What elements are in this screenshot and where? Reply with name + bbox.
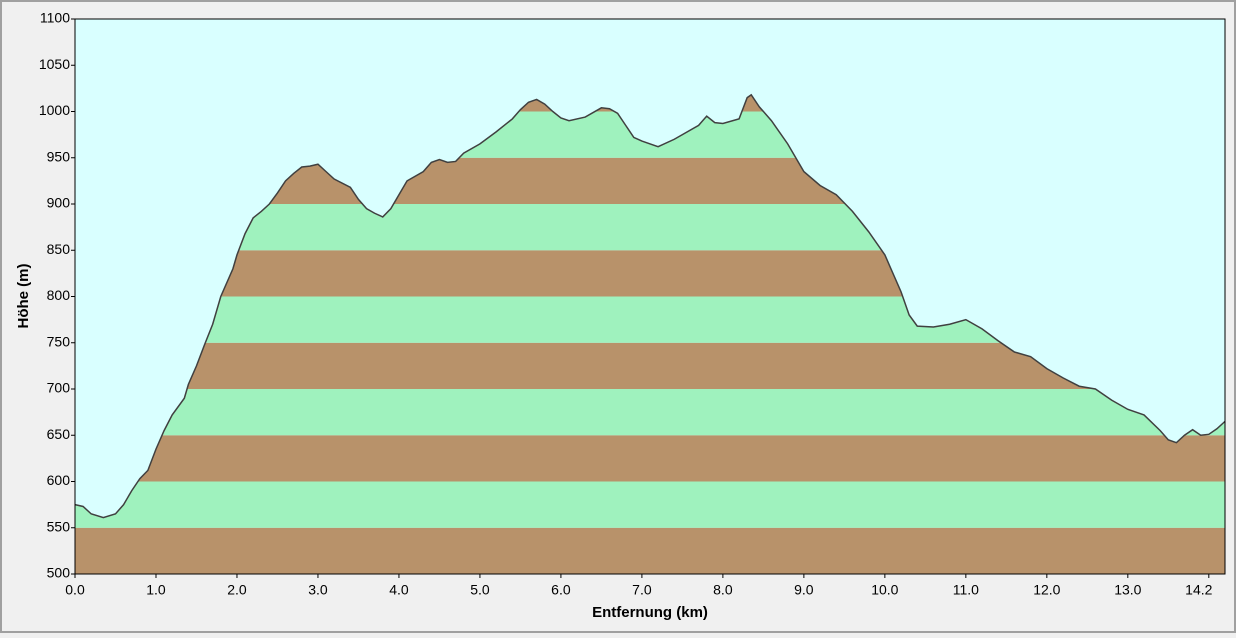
elevation-band (75, 435, 1225, 482)
y-tick-label: 700 (47, 380, 71, 396)
y-axis-title: Höhe (m) (15, 264, 32, 329)
x-tick-label: 0.0 (65, 582, 85, 598)
elevation-band (75, 481, 1225, 528)
y-tick-label: 800 (47, 287, 71, 303)
x-tick-label: 8.0 (713, 582, 733, 598)
x-tick-label: 1.0 (146, 582, 166, 598)
x-tick-label: 11.0 (953, 582, 979, 598)
y-tick-label: 1050 (39, 56, 70, 72)
x-tick-label: 7.0 (632, 582, 652, 598)
x-tick-label: 10.0 (871, 582, 898, 598)
elevation-band (75, 389, 1225, 436)
elevation-line (74, 93, 1226, 519)
x-axis-title: Entfernung (km) (592, 604, 708, 621)
y-tick-label: 500 (47, 565, 71, 581)
y-tick-label: 600 (47, 472, 71, 488)
x-tick-label: 3.0 (308, 582, 328, 598)
y-tick-label: 850 (47, 241, 71, 257)
x-tick-label: 13.0 (1114, 582, 1141, 598)
y-tick-label: 1000 (39, 102, 70, 118)
x-tick-label: 14.2 (1185, 582, 1212, 598)
x-tick-label: 12.0 (1033, 582, 1060, 598)
y-tick-label: 900 (47, 195, 71, 211)
y-tick-label: 650 (47, 426, 71, 442)
x-tick-label: 4.0 (389, 582, 409, 598)
y-tick-label: 950 (47, 148, 71, 164)
y-tick-label: 1100 (40, 10, 70, 26)
x-tick-label: 2.0 (227, 582, 247, 598)
x-tick-label: 5.0 (470, 582, 490, 598)
y-tick-label: 750 (47, 333, 71, 349)
x-tick-label: 9.0 (794, 582, 814, 598)
x-tick-label: 6.0 (551, 582, 571, 598)
y-tick-label: 550 (47, 518, 71, 534)
elevation-band (75, 527, 1225, 574)
